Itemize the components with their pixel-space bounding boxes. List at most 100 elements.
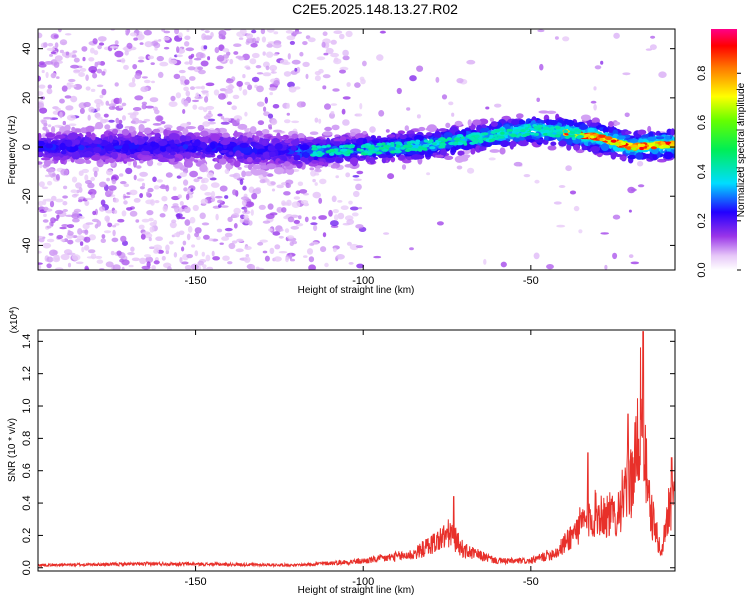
- spectrogram-cell: [261, 36, 266, 43]
- spectrogram-cell: [474, 134, 480, 138]
- spectrogram-cell: [629, 139, 640, 143]
- spectrogram-cell: [291, 120, 300, 124]
- spectrogram-cell: [265, 65, 270, 71]
- spectrogram-x-ticks: -150 -100 -50: [185, 29, 539, 287]
- spectrogram-cell: [50, 72, 56, 79]
- spectrogram-cell: [339, 136, 347, 142]
- spectrogram-cell: [286, 102, 290, 109]
- spectrogram-cell: [381, 142, 386, 146]
- spectrogram-cell: [485, 106, 490, 110]
- spectrogram-cell: [101, 88, 107, 96]
- spectrogram-cell: [54, 42, 59, 49]
- spectrogram-cell: [54, 55, 63, 62]
- spectrogram-cell: [340, 205, 349, 210]
- spectrogram-cell: [276, 206, 283, 213]
- spectrogram-cell: [455, 144, 461, 149]
- spectrogram-cell: [197, 66, 204, 71]
- spectrogram-cell: [316, 151, 321, 155]
- spectrogram-cell: [140, 150, 151, 156]
- spectrogram-cell: [333, 58, 342, 65]
- spectrogram-cell: [360, 151, 366, 156]
- spectrogram-cell: [217, 199, 223, 204]
- spectrogram-cell: [208, 129, 218, 134]
- spectrogram-cell: [205, 147, 213, 153]
- spectrogram-cell: [174, 232, 178, 237]
- spectrogram-cell: [96, 259, 104, 264]
- spectrogram-cell: [114, 50, 124, 58]
- spectrogram-cell: [500, 140, 509, 148]
- spectrogram-cell: [287, 81, 295, 88]
- spectrogram-cell: [273, 129, 283, 133]
- spectrogram-cell: [346, 82, 351, 87]
- spectrogram-cell: [409, 75, 417, 82]
- spectrogram-cell: [612, 214, 621, 220]
- spectrogram-cell: [88, 66, 98, 73]
- spectrogram-cell: [108, 135, 114, 143]
- spectrogram-cell: [323, 52, 329, 56]
- spectrogram-cell: [387, 134, 396, 138]
- spectrogram-cell: [141, 218, 150, 223]
- spectrogram-cell: [141, 101, 148, 106]
- spectrogram-cell: [45, 133, 55, 138]
- spectrogram-cell: [345, 30, 353, 38]
- spectrogram-cell: [471, 140, 479, 144]
- spectrogram-cell: [189, 76, 196, 81]
- x-tick-label: -100: [352, 576, 374, 588]
- spectrogram-cell: [248, 220, 253, 226]
- spectrogram-cell: [50, 217, 56, 224]
- spectrogram-cell: [276, 132, 281, 139]
- spectrogram-cell: [104, 124, 111, 130]
- spectrogram-cell: [569, 130, 576, 135]
- spectrogram-cell: [598, 134, 606, 138]
- spectrogram-cell: [73, 57, 80, 63]
- spectrogram-cell: [556, 224, 566, 228]
- spectrogram-cell: [75, 261, 84, 265]
- spectrogram-cell: [594, 65, 602, 70]
- spectrogram-cell: [49, 200, 55, 208]
- spectrogram-cell: [256, 85, 264, 93]
- spectrogram-cell: [406, 107, 411, 111]
- spectrogram-cell: [494, 103, 502, 108]
- spectrogram-cell: [150, 62, 155, 65]
- spectrogram-cell: [291, 240, 298, 245]
- spectrogram-y-axis-label: Frequency (Hz): [7, 116, 18, 185]
- spectrogram-cell: [38, 237, 45, 243]
- spectrogram-cell: [271, 119, 278, 125]
- spectrogram-cell: [439, 142, 447, 147]
- spectrogram-cell: [129, 32, 137, 37]
- spectrogram-cell: [41, 186, 49, 190]
- spectrogram-cell: [174, 139, 180, 145]
- spectrogram-cell: [203, 234, 210, 240]
- spectrogram-cell: [218, 93, 226, 100]
- spectrogram-cell: [333, 138, 341, 142]
- spectrogram-cell: [92, 140, 100, 144]
- spectrogram-cell: [64, 124, 71, 131]
- x-tick-label: -100: [352, 275, 374, 287]
- spectrogram-cell: [60, 168, 69, 176]
- spectrogram-cell: [52, 172, 56, 177]
- spectrogram-cell: [137, 131, 143, 136]
- spectrogram-cell: [184, 141, 191, 145]
- spectrogram-cell: [426, 124, 438, 133]
- y-tick-label: 0: [21, 144, 33, 150]
- spectrogram-cell: [267, 145, 277, 152]
- spectrogram-cell: [237, 166, 242, 170]
- spectrogram-cell: [42, 242, 52, 249]
- spectrogram-cell: [468, 136, 475, 140]
- spectrogram-cell: [81, 168, 90, 174]
- spectrogram-cell: [218, 158, 227, 165]
- spectrogram-cell: [46, 225, 52, 229]
- spectrogram-cell: [59, 226, 67, 230]
- spectrogram-cell: [172, 148, 181, 152]
- spectrogram-cell: [608, 121, 614, 128]
- spectrogram-cell: [199, 141, 207, 149]
- spectrogram-cell: [43, 206, 49, 211]
- spectrogram-cell: [84, 236, 91, 243]
- spectrogram-cell: [558, 185, 566, 188]
- spectrogram-cell: [91, 154, 101, 161]
- spectrogram-cell: [132, 77, 136, 84]
- spectrogram-cell: [290, 145, 297, 151]
- spectrogram-cell: [547, 145, 557, 151]
- spectrogram-cell: [231, 213, 240, 218]
- spectrogram-cell: [369, 126, 376, 133]
